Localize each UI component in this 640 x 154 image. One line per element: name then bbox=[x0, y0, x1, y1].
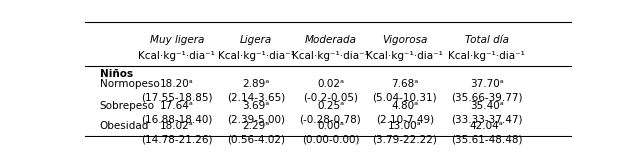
Text: Ligera: Ligera bbox=[240, 35, 272, 45]
Text: Niños: Niños bbox=[100, 69, 133, 79]
Text: (35.66-39.77): (35.66-39.77) bbox=[451, 93, 522, 103]
Text: (17.55-18.85): (17.55-18.85) bbox=[141, 93, 212, 103]
Text: 2.29ᵃ: 2.29ᵃ bbox=[243, 121, 269, 131]
Text: Total día: Total día bbox=[465, 35, 509, 45]
Text: Kcal·kg⁻¹·dia⁻¹: Kcal·kg⁻¹·dia⁻¹ bbox=[138, 51, 215, 61]
Text: (5.04-10.31): (5.04-10.31) bbox=[372, 93, 437, 103]
Text: 0.00ᵃ: 0.00ᵃ bbox=[317, 121, 344, 131]
Text: 7.68ᵃ: 7.68ᵃ bbox=[391, 79, 419, 89]
Text: Kcal·kg⁻¹·dia⁻¹: Kcal·kg⁻¹·dia⁻¹ bbox=[292, 51, 369, 61]
Text: 18.20ᵃ: 18.20ᵃ bbox=[160, 79, 193, 89]
Text: (14.78-21.26): (14.78-21.26) bbox=[141, 134, 212, 144]
Text: 17.64ᵃ: 17.64ᵃ bbox=[160, 101, 194, 111]
Text: Muy ligera: Muy ligera bbox=[150, 35, 204, 45]
Text: (2.39-5.00): (2.39-5.00) bbox=[227, 114, 285, 124]
Text: 3.69ᵃ: 3.69ᵃ bbox=[243, 101, 269, 111]
Text: (0.56-4.02): (0.56-4.02) bbox=[227, 134, 285, 144]
Text: (0.00-0.00): (0.00-0.00) bbox=[301, 134, 359, 144]
Text: (3.79-22.22): (3.79-22.22) bbox=[372, 134, 437, 144]
Text: Kcal·kg⁻¹·dia⁻¹: Kcal·kg⁻¹·dia⁻¹ bbox=[448, 51, 525, 61]
Text: (-0.2-0.05): (-0.2-0.05) bbox=[303, 93, 358, 103]
Text: (16.88-18.40): (16.88-18.40) bbox=[141, 114, 212, 124]
Text: 13.00ᵃ: 13.00ᵃ bbox=[388, 121, 422, 131]
Text: 37.70ᵃ: 37.70ᵃ bbox=[470, 79, 504, 89]
Text: 4.80ᵃ: 4.80ᵃ bbox=[391, 101, 419, 111]
Text: 2.89ᵃ: 2.89ᵃ bbox=[243, 79, 269, 89]
Text: (2.10-7.49): (2.10-7.49) bbox=[376, 114, 434, 124]
Text: (35.61-48.48): (35.61-48.48) bbox=[451, 134, 522, 144]
Text: Vigorosa: Vigorosa bbox=[382, 35, 428, 45]
Text: 0.25ᵃ: 0.25ᵃ bbox=[317, 101, 344, 111]
Text: (33.33-37.47): (33.33-37.47) bbox=[451, 114, 522, 124]
Text: Kcal·kg⁻¹·dia⁻¹: Kcal·kg⁻¹·dia⁻¹ bbox=[367, 51, 444, 61]
Text: Moderada: Moderada bbox=[305, 35, 356, 45]
Text: Sobrepeso: Sobrepeso bbox=[100, 101, 155, 111]
Text: 42.04ᵃ: 42.04ᵃ bbox=[470, 121, 504, 131]
Text: Kcal·kg⁻¹·dia⁻¹: Kcal·kg⁻¹·dia⁻¹ bbox=[218, 51, 294, 61]
Text: 0.02ᵃ: 0.02ᵃ bbox=[317, 79, 344, 89]
Text: Obesidad: Obesidad bbox=[100, 121, 149, 131]
Text: (-0.28-0.78): (-0.28-0.78) bbox=[300, 114, 362, 124]
Text: 18.02ᵃ: 18.02ᵃ bbox=[160, 121, 193, 131]
Text: 35.40ᵃ: 35.40ᵃ bbox=[470, 101, 504, 111]
Text: Normopeso: Normopeso bbox=[100, 79, 159, 89]
Text: (2.14-3.65): (2.14-3.65) bbox=[227, 93, 285, 103]
